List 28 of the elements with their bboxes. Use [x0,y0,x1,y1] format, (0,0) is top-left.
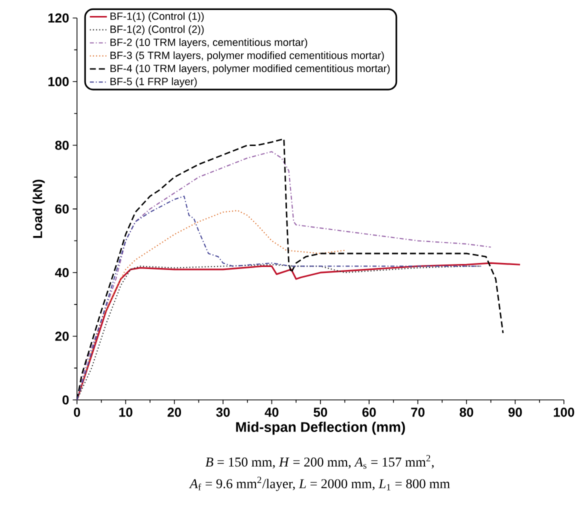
legend-label: BF-5 (1 FRP layer) [110,78,197,88]
y-tick-label: 0 [62,395,69,405]
y-tick-label: 60 [55,204,69,214]
x-axis-title: Mid-span Deflection (mm) [236,422,405,435]
y-axis-title: Load (kN) [32,180,45,238]
legend-label: BF-1(2) (Control (2)) [110,25,204,36]
x-tick-label: 30 [216,408,230,417]
y-tick-label: 120 [48,13,69,23]
x-tick-label: 70 [411,408,424,417]
legend-label: BF-4 (10 TRM layers, polymer modified cementitious mortar) [110,64,390,74]
text: B = 150 mm, H = 200 mm, A$_{s}$ = 157 mm$^{2}$, [205,455,434,469]
x-tick-label: 20 [168,408,182,417]
legend-label: BF-1(1) (Control (1)) [110,12,204,22]
x-tick-label: 0 [74,408,80,417]
x-tick-label: 60 [362,408,376,417]
x-tick-label: 100 [554,408,574,417]
y-tick-label: 40 [55,268,69,278]
x-tick-label: 50 [314,408,328,417]
x-tick-label: 90 [508,408,522,417]
x-tick-label: 40 [264,408,278,417]
legend-label: BF-2 (10 TRM layers, cementitious mortar) [110,38,308,48]
y-tick-label: 80 [55,140,69,150]
text: A$_{f}$ = 9.6 mm$^{2}$/layer, L = 2000 mm, L$_{1}$ = 800 mm [188,476,450,492]
legend-label: BF-3 (5 TRM layers, polymer modified cementitious mortar) [110,51,384,62]
x-tick-label: 80 [460,408,474,417]
y-tick-label: 20 [55,332,69,341]
y-tick-label: 100 [48,77,69,86]
x-tick-label: 10 [119,408,132,417]
